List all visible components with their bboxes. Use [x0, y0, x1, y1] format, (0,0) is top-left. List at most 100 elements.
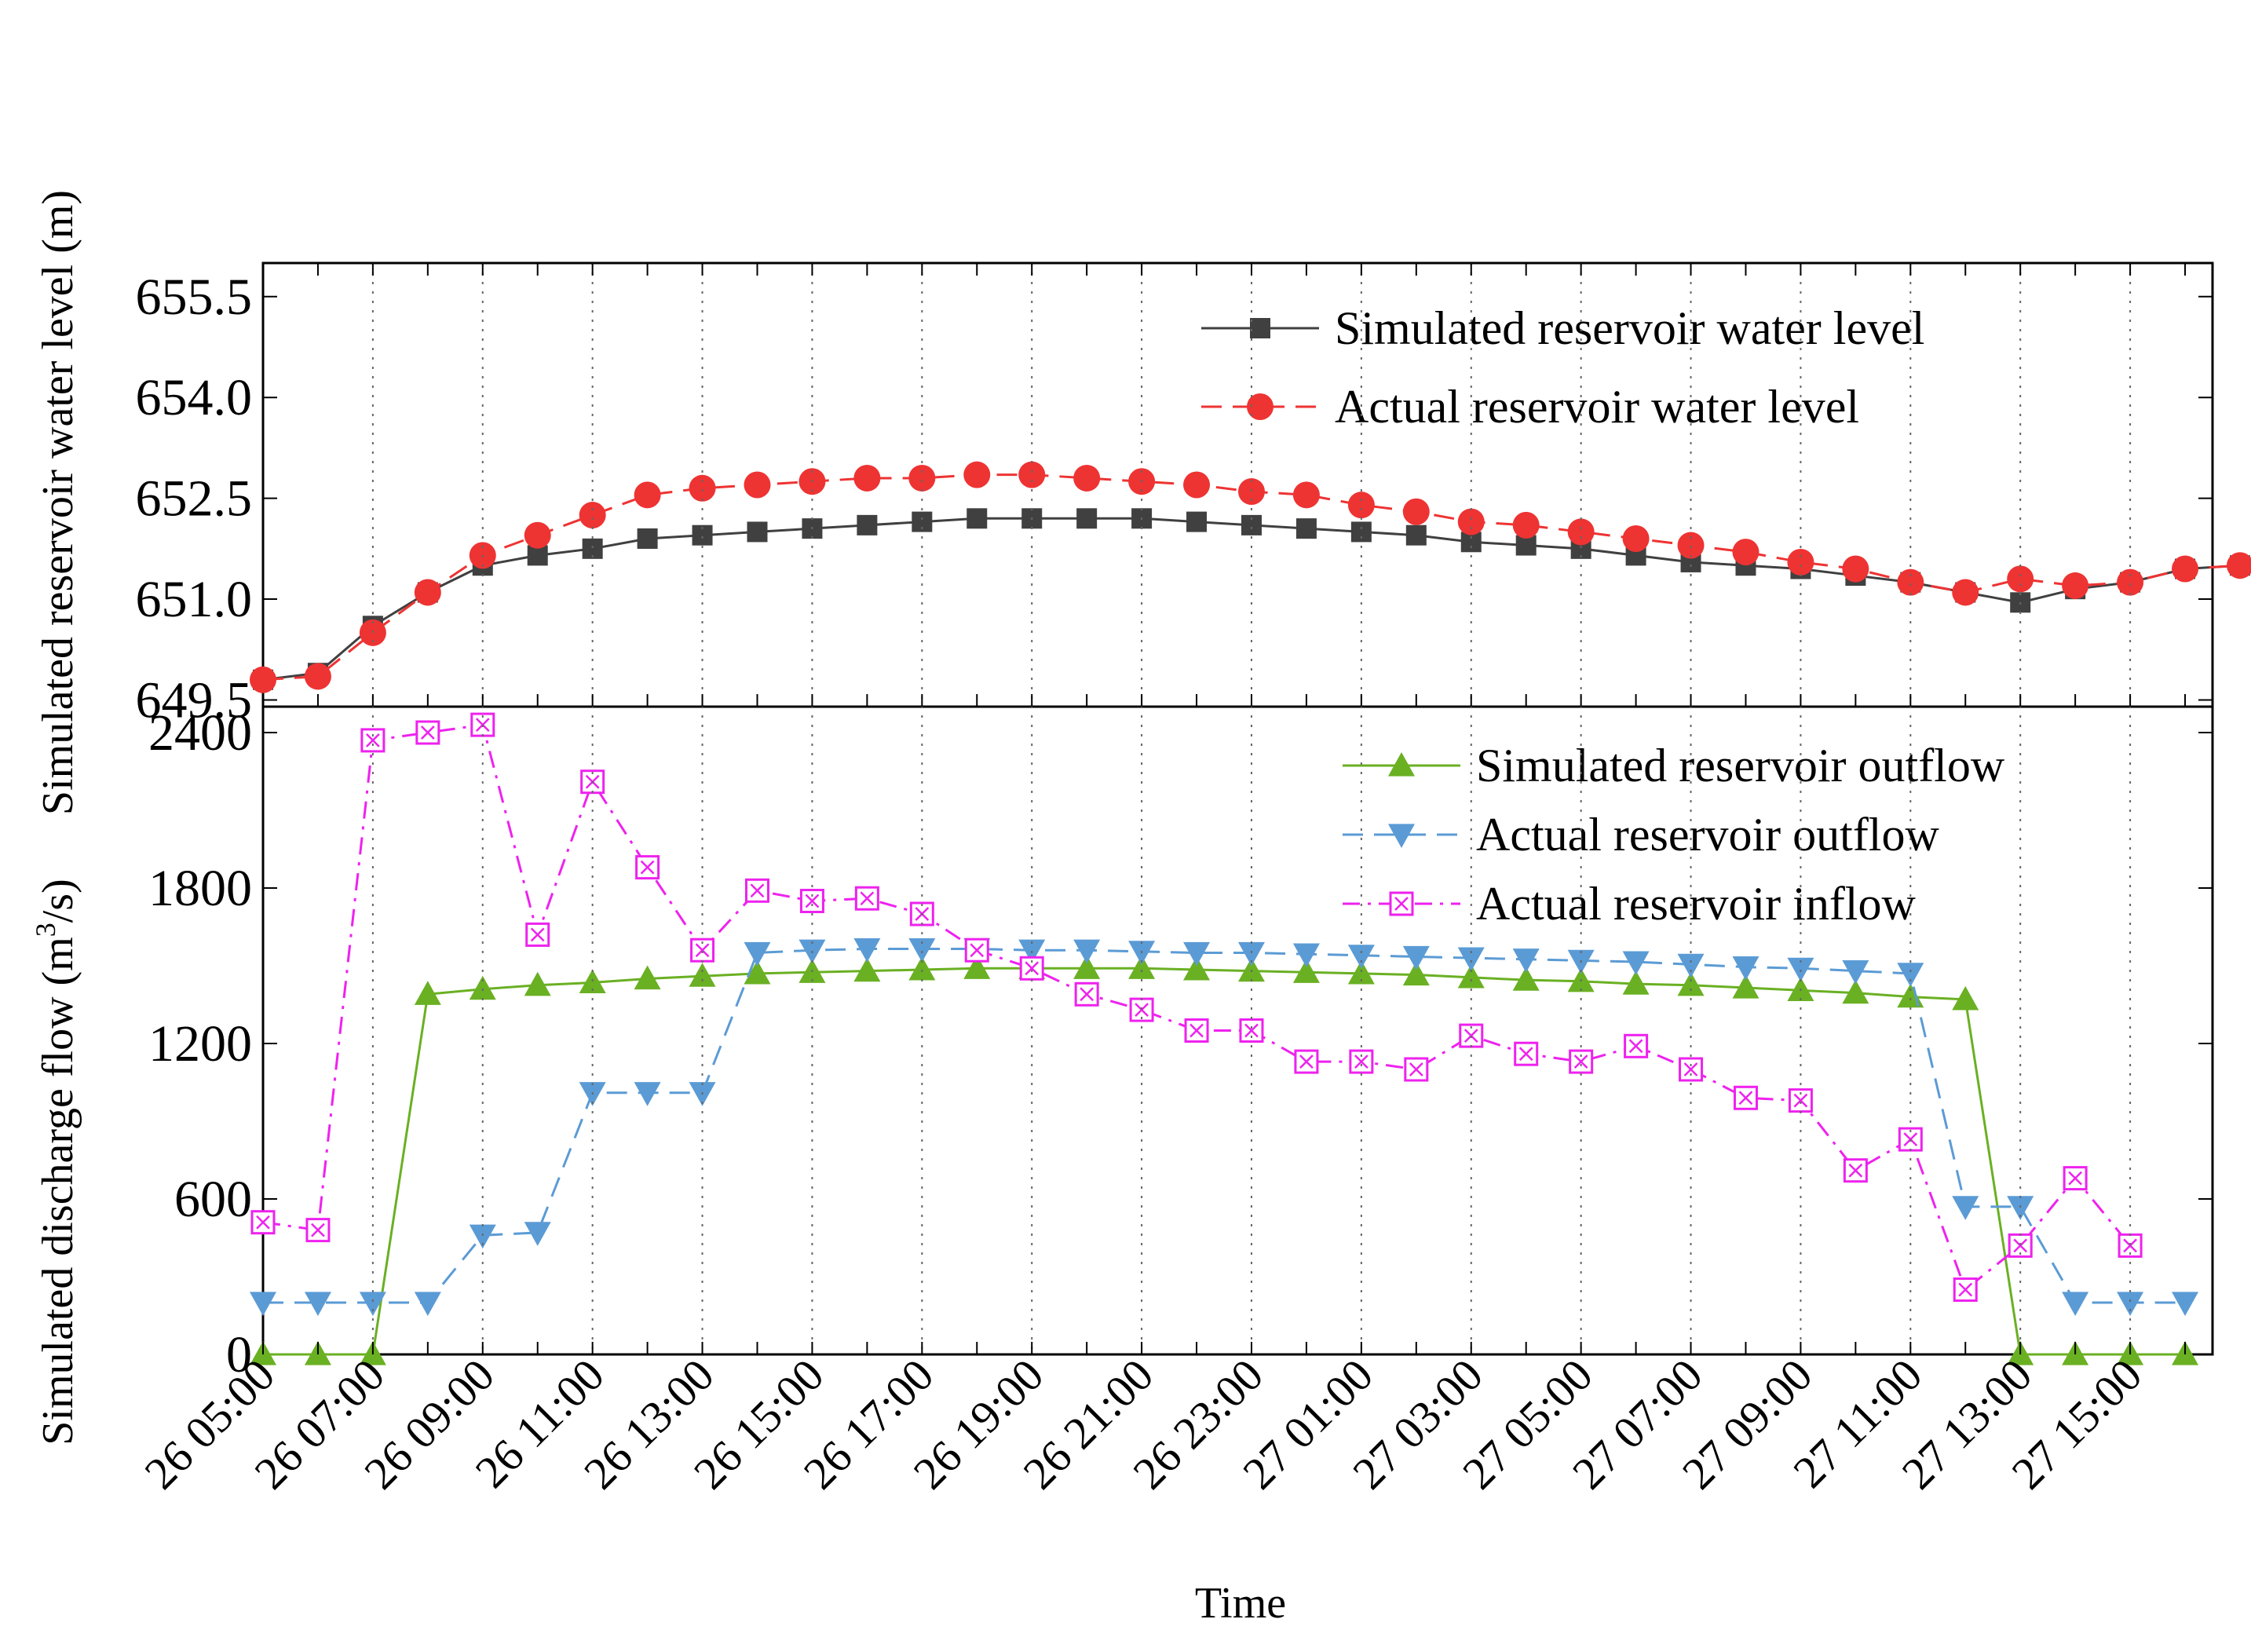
actual-reservoir-outflow-point [1622, 951, 1650, 976]
actual-reservoir-water-level-point [1567, 518, 1595, 546]
simulated-reservoir-water-level-point [527, 545, 548, 566]
actual-reservoir-inflow-point [964, 937, 989, 963]
bottom-y-tick-label: 600 [174, 1171, 252, 1228]
actual-reservoir-water-level-point [689, 474, 716, 502]
actual-reservoir-outflow-point [1183, 941, 1211, 967]
legend-marker [1247, 393, 1273, 420]
actual-reservoir-water-level-point [2062, 572, 2089, 599]
bottom-plot-frame [261, 705, 2214, 1356]
actual-reservoir-water-level-point [1183, 471, 1211, 499]
actual-reservoir-outflow-point [908, 937, 936, 963]
actual-reservoir-water-level-point [1952, 579, 1979, 606]
actual-reservoir-water-level-point [1622, 524, 1650, 552]
actual-reservoir-inflow-point [250, 1210, 276, 1235]
legend-label: Simulated reservoir outflow [1476, 740, 2005, 791]
simulated-reservoir-outflow-point [524, 971, 551, 996]
actual-reservoir-outflow-point [304, 1292, 331, 1316]
actual-reservoir-outflow-point [1237, 941, 1265, 967]
simulated-reservoir-water-level-point [747, 521, 768, 543]
actual-reservoir-inflow-point [1569, 1049, 1594, 1074]
simulated-reservoir-water-level-point [967, 508, 988, 529]
actual-reservoir-outflow-point [2117, 1292, 2144, 1316]
simulated-reservoir-water-level-point [1186, 511, 1208, 532]
simulated-reservoir-outflow-point [1952, 985, 1979, 1011]
bottom-y-axis-label: Simulated discharge flow (m3/s) [30, 879, 82, 1446]
actual-reservoir-inflow-line [262, 723, 2132, 1292]
simulated-reservoir-outflow-point [689, 963, 716, 987]
actual-reservoir-water-level-line [262, 473, 2241, 682]
actual-reservoir-water-level-point [1677, 532, 1705, 559]
simulated-reservoir-outflow-point [1183, 956, 1211, 981]
actual-reservoir-inflow-point [1074, 981, 1099, 1007]
actual-reservoir-water-level-point [579, 502, 606, 529]
legend-marker [1250, 318, 1270, 338]
actual-reservoir-inflow-point [1349, 1049, 1374, 1074]
actual-reservoir-water-level-point [1237, 478, 1265, 506]
actual-reservoir-outflow-point [1842, 960, 1869, 985]
actual-reservoir-water-level-point [2226, 552, 2251, 579]
actual-reservoir-water-level-point [634, 481, 661, 509]
actual-reservoir-water-level-point [1842, 555, 1869, 583]
actual-reservoir-water-level-point [2172, 555, 2199, 583]
top-y-tick-label: 654.0 [136, 369, 253, 426]
actual-reservoir-outflow-point [250, 1292, 276, 1316]
actual-reservoir-water-level-point [1512, 511, 1540, 539]
top-y-tick-label: 651.0 [136, 571, 253, 628]
actual-reservoir-inflow-point [1679, 1057, 1704, 1082]
actual-reservoir-outflow-point [2172, 1292, 2199, 1316]
actual-reservoir-outflow-point [1347, 945, 1375, 969]
simulated-reservoir-outflow-point [1732, 974, 1760, 999]
simulated-reservoir-outflow-point [1842, 979, 1869, 1004]
actual-reservoir-outflow-point [1732, 956, 1760, 981]
actual-reservoir-water-level-point [1347, 492, 1375, 519]
legend-marker [1389, 891, 1414, 916]
top-y-tick-label: 649.5 [136, 671, 253, 729]
actual-reservoir-water-level-point [1457, 508, 1485, 535]
simulated-reservoir-outflow-point [963, 955, 991, 979]
water-level-panel: 649.5 651.0 652.5 654.0 655.5 Simulated reser… [136, 261, 2251, 729]
top-y-tick-label: 655.5 [136, 269, 253, 326]
legend-label: Actual reservoir inflow [1476, 878, 1916, 930]
bottom-y-tick-label: 1200 [148, 1015, 252, 1073]
actual-reservoir-outflow-point [853, 937, 881, 963]
actual-reservoir-outflow-point [1897, 963, 1924, 987]
actual-reservoir-water-level-point [744, 471, 771, 499]
actual-reservoir-inflow-point [1239, 1018, 1264, 1043]
simulated-reservoir-water-level-point [857, 514, 878, 535]
legend-entry-simulated-reservoir-water-level: Simulated reservoir water level [1201, 302, 1924, 354]
simulated-reservoir-outflow-point [1457, 963, 1485, 989]
simulated-reservoir-water-level-point [1076, 508, 1098, 529]
actual-reservoir-water-level-point [853, 464, 881, 492]
actual-reservoir-outflow-point [1073, 939, 1101, 964]
simulated-reservoir-outflow-point [1677, 971, 1705, 996]
legend-marker [1388, 752, 1415, 777]
actual-reservoir-outflow-point [744, 941, 771, 967]
legend-marker [1388, 824, 1415, 848]
actual-reservoir-outflow-point [359, 1292, 386, 1316]
simulated-reservoir-outflow-point [908, 956, 936, 981]
actual-reservoir-water-level-point [908, 464, 936, 492]
actual-reservoir-inflow-point [854, 886, 879, 911]
actual-reservoir-outflow-point [1457, 947, 1485, 972]
actual-reservoir-water-level-point [304, 663, 331, 690]
actual-reservoir-outflow-point [1402, 945, 1430, 970]
actual-reservoir-inflow-point [1184, 1018, 1209, 1043]
simulated-reservoir-outflow-line [263, 967, 2186, 1356]
simulated-reservoir-water-level-point [1295, 518, 1317, 539]
actual-reservoir-inflow-point [305, 1218, 331, 1243]
simulated-reservoir-water-level-point [1460, 532, 1482, 553]
actual-reservoir-outflow-point [1952, 1196, 1979, 1220]
simulated-reservoir-water-level-point [1405, 524, 1427, 546]
legend-entry-actual-reservoir-outflow: Actual reservoir outflow [1343, 809, 1939, 861]
actual-reservoir-water-level-point [2007, 565, 2034, 593]
simulated-reservoir-water-level-point [637, 528, 658, 549]
actual-reservoir-outflow-point [2007, 1196, 2034, 1220]
simulated-reservoir-water-level-line [262, 517, 2241, 682]
actual-reservoir-inflow-point [1404, 1057, 1429, 1082]
actual-reservoir-inflow-point [1733, 1085, 1758, 1110]
simulated-reservoir-outflow-point [1128, 955, 1156, 979]
actual-reservoir-inflow-point [744, 878, 769, 903]
actual-reservoir-inflow-point [2063, 1166, 2088, 1191]
actual-reservoir-water-level-point [250, 666, 276, 693]
